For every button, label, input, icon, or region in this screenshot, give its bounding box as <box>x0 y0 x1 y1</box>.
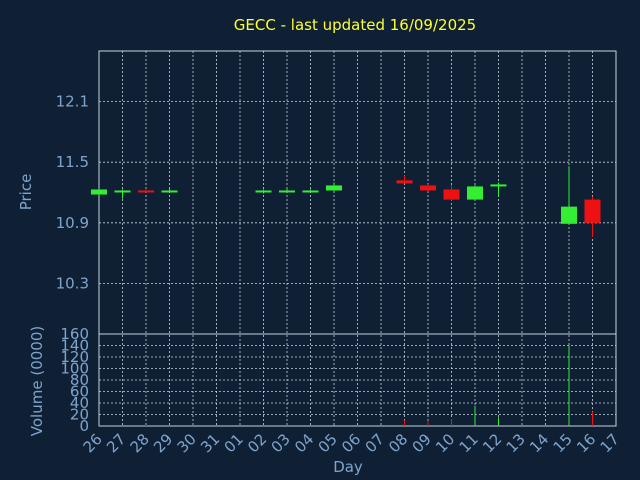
volume-tick-label: 140 <box>60 337 89 355</box>
x-tick-label: 13 <box>503 430 529 456</box>
candle-body <box>302 190 319 193</box>
x-tick-label: 02 <box>244 430 270 456</box>
price-tick-label: 12.1 <box>56 93 89 111</box>
x-tick-label: 16 <box>573 430 599 456</box>
price-tick-label: 10.3 <box>56 274 89 292</box>
volume-tick-label: 20 <box>70 406 89 424</box>
volume-tick-label: 60 <box>70 383 89 401</box>
candle-body <box>279 190 295 193</box>
volume-tick-label: 100 <box>60 360 89 378</box>
price-axis-label: Price <box>17 174 35 211</box>
candle-body <box>138 190 154 193</box>
candle-body <box>420 185 436 191</box>
volume-tick-label: 160 <box>60 325 89 343</box>
candle-body <box>326 185 342 191</box>
x-tick-label: 09 <box>409 430 435 456</box>
marks-layer <box>91 166 601 426</box>
x-tick-label: 11 <box>456 430 482 456</box>
candle-body <box>161 190 178 193</box>
x-tick-label: 03 <box>268 430 294 456</box>
x-tick-label: 08 <box>385 430 411 456</box>
grid-layer <box>98 50 617 427</box>
x-tick-label: 17 <box>597 430 623 456</box>
candle-body <box>467 186 483 200</box>
x-tick-label: 27 <box>103 430 129 456</box>
x-tick-label: 12 <box>479 430 505 456</box>
candle-body <box>584 199 601 223</box>
price-tick-label: 11.5 <box>56 153 89 171</box>
volume-tick-label: 0 <box>79 417 89 435</box>
volume-tick-label: 120 <box>60 348 89 366</box>
x-tick-label: 07 <box>362 430 388 456</box>
x-tick-label: 28 <box>127 430 153 456</box>
candle-body <box>114 190 131 193</box>
candle-body <box>443 189 460 200</box>
volume-axis-label: Volume (0000) <box>28 326 46 436</box>
volume-tick-label: 80 <box>70 371 89 389</box>
x-tick-label: 14 <box>526 430 552 456</box>
candle-body <box>255 190 272 193</box>
x-tick-label: 29 <box>150 430 176 456</box>
x-tick-label: 31 <box>197 430 223 456</box>
candle-body <box>396 180 413 184</box>
x-tick-label: 04 <box>291 430 317 456</box>
price-tick-label: 10.9 <box>56 214 89 232</box>
volume-panel-frame <box>98 333 617 427</box>
candle-body <box>91 189 107 195</box>
candle-body <box>490 184 507 187</box>
x-tick-label: 01 <box>221 430 247 456</box>
chart-title: GECC - last updated 16/09/2025 <box>234 16 476 34</box>
x-axis-label: Day <box>333 458 363 476</box>
candle-body <box>561 206 577 224</box>
x-tick-label: 10 <box>432 430 458 456</box>
tick-labels-layer: 10.310.911.512.1020406080100120140160262… <box>56 93 623 457</box>
x-tick-label: 15 <box>550 430 576 456</box>
x-tick-label: 05 <box>315 430 341 456</box>
x-tick-label: 30 <box>174 430 200 456</box>
x-tick-label: 06 <box>338 430 364 456</box>
volume-tick-label: 40 <box>70 394 89 412</box>
